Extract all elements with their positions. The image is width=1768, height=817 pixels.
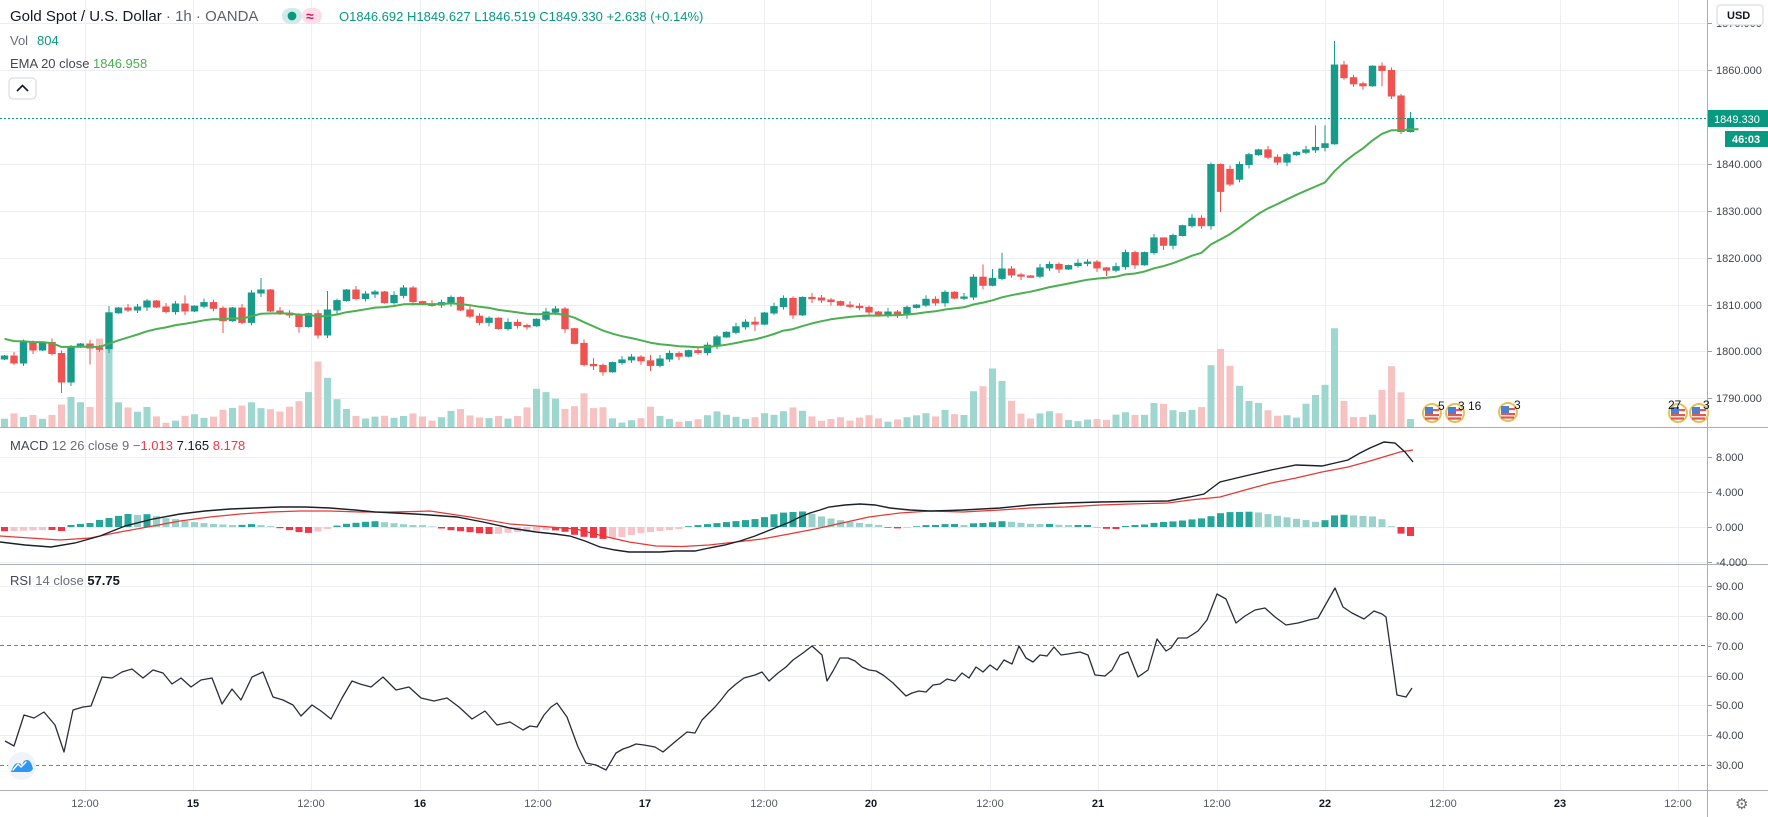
svg-text:1810.000: 1810.000	[1716, 300, 1762, 312]
svg-text:12:00: 12:00	[1429, 798, 1457, 810]
svg-text:12:00: 12:00	[71, 798, 99, 810]
svg-text:3: 3	[1703, 398, 1710, 412]
svg-text:15: 15	[187, 798, 199, 810]
svg-text:20: 20	[865, 798, 877, 810]
svg-text:46:03: 46:03	[1732, 134, 1760, 146]
svg-text:12:00: 12:00	[524, 798, 552, 810]
svg-text:1800.000: 1800.000	[1716, 346, 1762, 358]
svg-text:1840.000: 1840.000	[1716, 159, 1762, 171]
svg-text:27: 27	[1668, 398, 1682, 412]
svg-text:4.000: 4.000	[1716, 487, 1744, 499]
svg-text:0.000: 0.000	[1716, 522, 1744, 534]
svg-text:5: 5	[1438, 399, 1445, 413]
svg-text:12:00: 12:00	[297, 798, 325, 810]
svg-text:12:00: 12:00	[976, 798, 1004, 810]
svg-text:USD: USD	[1727, 10, 1750, 22]
svg-text:21: 21	[1092, 798, 1104, 810]
svg-text:1846.958: 1846.958	[93, 56, 147, 71]
svg-text:EMA 20 close: EMA 20 close	[10, 56, 90, 71]
svg-text:12:00: 12:00	[1203, 798, 1231, 810]
svg-text:⚙: ⚙	[1735, 796, 1748, 813]
svg-text:30.00: 30.00	[1716, 760, 1744, 772]
svg-text:RSI 14 close 57.75: RSI 14 close 57.75	[10, 573, 120, 588]
svg-text:3: 3	[1514, 398, 1521, 412]
svg-text:23: 23	[1554, 798, 1566, 810]
svg-text:≈: ≈	[306, 8, 314, 24]
svg-text:1849.330: 1849.330	[1714, 114, 1760, 126]
svg-text:17: 17	[639, 798, 651, 810]
svg-text:16: 16	[414, 798, 426, 810]
svg-text:-4.000: -4.000	[1716, 557, 1747, 569]
svg-text:50.00: 50.00	[1716, 700, 1744, 712]
svg-text:12:00: 12:00	[750, 798, 778, 810]
svg-text:1820.000: 1820.000	[1716, 253, 1762, 265]
svg-text:Vol: Vol	[10, 33, 28, 48]
svg-text:1790.000: 1790.000	[1716, 393, 1762, 405]
svg-text:8.000: 8.000	[1716, 452, 1744, 464]
svg-text:3 16: 3 16	[1458, 399, 1482, 413]
svg-text:1860.000: 1860.000	[1716, 65, 1762, 77]
svg-text:40.00: 40.00	[1716, 730, 1744, 742]
svg-text:O1846.692 H1849.627 L1846.51: O1846.692 H1849.627 L1846.519 C1849.330 …	[339, 9, 703, 24]
svg-text:80.00: 80.00	[1716, 611, 1744, 623]
svg-text:70.00: 70.00	[1716, 641, 1744, 653]
svg-text:12:00: 12:00	[1664, 798, 1692, 810]
svg-text:Gold Spot / U.S. Dollar · 1h ·: Gold Spot / U.S. Dollar · 1h · OANDA	[10, 8, 258, 25]
svg-text:804: 804	[37, 33, 59, 48]
svg-text:22: 22	[1319, 798, 1331, 810]
svg-text:90.00: 90.00	[1716, 581, 1744, 593]
svg-text:1830.000: 1830.000	[1716, 206, 1762, 218]
svg-text:MACD 12 26 close 9 −1.013 7.16: MACD 12 26 close 9 −1.013 7.165 8.178	[10, 438, 245, 453]
svg-text:60.00: 60.00	[1716, 671, 1744, 683]
